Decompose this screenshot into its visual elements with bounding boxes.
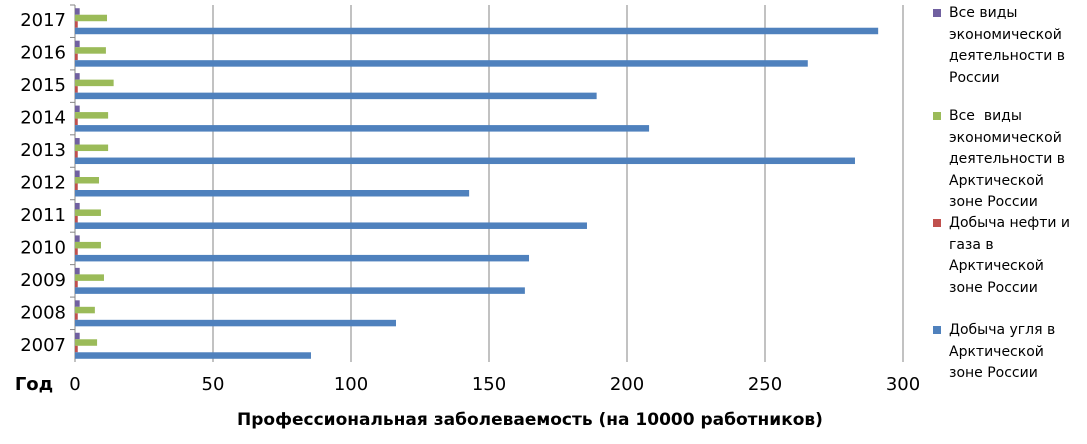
bar: [75, 144, 109, 152]
bar: [75, 280, 78, 288]
bar: [75, 151, 78, 158]
bar: [75, 8, 80, 15]
bar: [75, 157, 855, 165]
x-tick-label: 150: [472, 374, 506, 395]
bar: [75, 209, 101, 216]
x-tick-label: 250: [748, 374, 782, 395]
legend-swatch: [933, 219, 941, 227]
y-tick-label: 2013: [20, 140, 66, 161]
bar: [75, 274, 104, 281]
bar: [75, 306, 95, 314]
legend-label: Добыча угля в Арктической зоне России: [949, 322, 1060, 381]
bar: [75, 254, 530, 262]
bar: [75, 118, 78, 126]
bar: [75, 170, 80, 177]
x-tick-label: 200: [610, 374, 644, 395]
x-axis-label: Профессиональная заболеваемость (на 1000…: [237, 410, 823, 430]
bar: [75, 345, 78, 353]
y-tick-label: 2011: [20, 205, 66, 226]
x-tick-label: 50: [202, 374, 225, 395]
bar: [75, 73, 80, 80]
legend-swatch: [933, 9, 941, 17]
bar: [75, 40, 80, 48]
bar: [75, 235, 80, 242]
y-axis-label: Год: [15, 374, 53, 395]
bar: [75, 125, 650, 132]
bar: [75, 241, 101, 249]
legend-item: Все виды экономической деятельности в Ар…: [933, 106, 1073, 214]
bar: [75, 319, 396, 327]
x-tick-label: 300: [886, 374, 920, 395]
y-tick-label: 2012: [20, 173, 66, 194]
bar: [75, 267, 80, 275]
y-tick-label: 2016: [20, 43, 66, 64]
bar: [75, 339, 98, 346]
legend-item: Все виды экономической деятельности в Ро…: [933, 3, 1073, 89]
bar: [75, 21, 78, 28]
legend-swatch: [933, 112, 941, 120]
x-tick-label: 100: [334, 374, 368, 395]
bar: [75, 313, 78, 320]
bar: [75, 190, 470, 197]
legend-label: Все виды экономической деятельности в Ро…: [949, 5, 1070, 86]
bar: [75, 215, 78, 223]
bar: [75, 177, 100, 184]
bar: [75, 60, 808, 67]
y-tick-label: 2009: [20, 270, 66, 291]
y-tick-label: 2015: [20, 75, 66, 96]
bar: [75, 86, 78, 93]
legend-label: Все виды экономической деятельности в Ар…: [949, 108, 1070, 210]
bar: [75, 287, 525, 294]
legend-item: Добыча угля в Арктической зоне России: [933, 320, 1073, 385]
y-tick-label: 2007: [20, 335, 66, 356]
bar: [75, 92, 597, 100]
bar: [75, 27, 879, 35]
y-tick-label: 2014: [20, 108, 66, 129]
bar: [75, 222, 587, 229]
bar: [75, 53, 78, 61]
bar: [75, 300, 80, 307]
y-tick-label: 2008: [20, 302, 66, 323]
y-tick-label: 2010: [20, 237, 66, 258]
y-tick-label: 2017: [20, 10, 66, 31]
legend-swatch: [933, 326, 941, 334]
bar: [75, 79, 114, 87]
bar: [75, 248, 78, 255]
bar: [75, 112, 109, 119]
legend-label: Добыча нефти и газа в Арктической зоне Р…: [949, 215, 1075, 296]
legend-item: Добыча нефти и газа в Арктической зоне Р…: [933, 213, 1073, 299]
bar: [75, 47, 106, 54]
bar: [75, 138, 80, 145]
bar: [75, 202, 80, 210]
bar: [75, 352, 311, 359]
bar: [75, 183, 78, 190]
bar: [75, 332, 80, 340]
x-tick-label: 0: [69, 374, 80, 395]
bar: [75, 105, 80, 113]
bar: [75, 14, 108, 22]
